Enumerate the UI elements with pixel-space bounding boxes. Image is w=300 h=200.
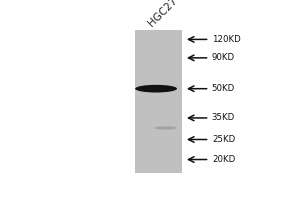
- Text: 25KD: 25KD: [212, 135, 235, 144]
- Text: 90KD: 90KD: [212, 53, 235, 62]
- Bar: [135, 30, 182, 173]
- Ellipse shape: [154, 126, 177, 130]
- Text: 20KD: 20KD: [212, 155, 235, 164]
- Text: 120KD: 120KD: [212, 35, 241, 44]
- Text: HGC27: HGC27: [147, 0, 180, 29]
- Text: 35KD: 35KD: [212, 113, 235, 122]
- Text: 50KD: 50KD: [212, 84, 235, 93]
- Ellipse shape: [135, 85, 177, 93]
